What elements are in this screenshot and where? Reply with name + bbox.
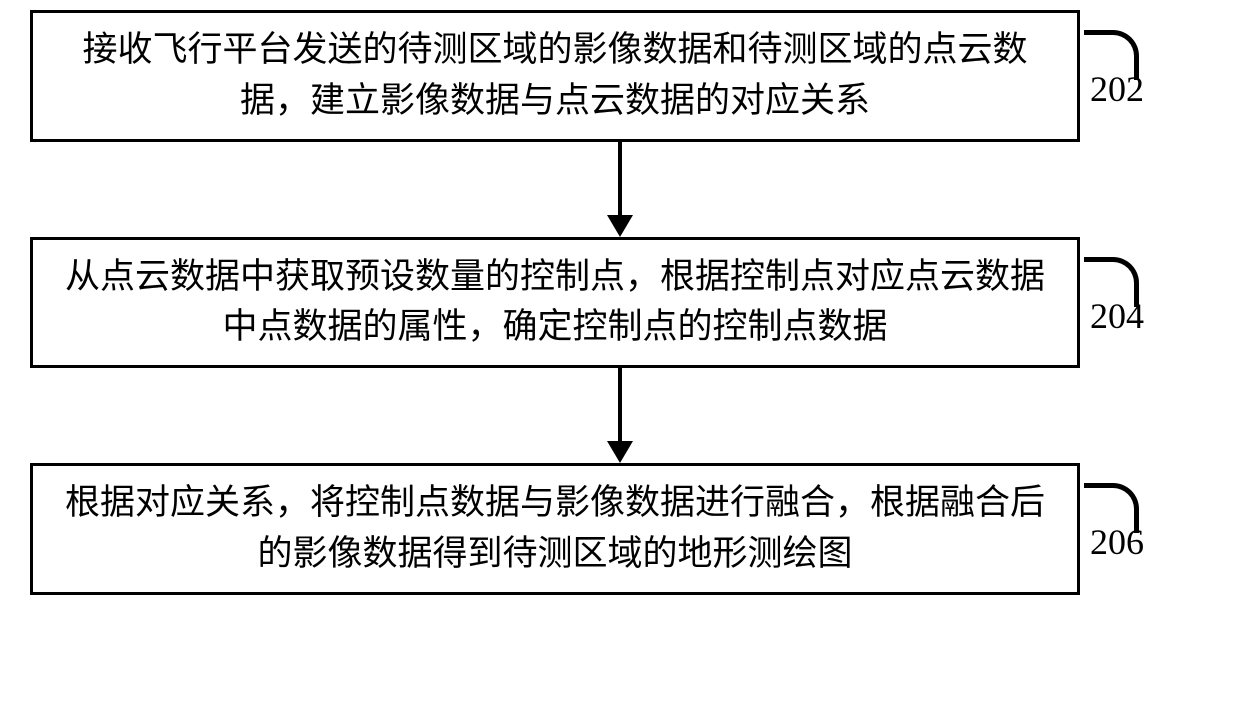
arrow-line	[618, 142, 622, 215]
step-row-204: 从点云数据中获取预设数量的控制点，根据控制点对应点云数据中点数据的属性，确定控制…	[30, 237, 1210, 369]
step-row-206: 根据对应关系，将控制点数据与影像数据进行融合，根据融合后的影像数据得到待测区域的…	[30, 463, 1210, 595]
step-box-202: 接收飞行平台发送的待测区域的影像数据和待测区域的点云数据，建立影像数据与点云数据…	[30, 10, 1080, 142]
step-text-204: 从点云数据中获取预设数量的控制点，根据控制点对应点云数据中点数据的属性，确定控制…	[53, 252, 1057, 354]
step-box-206: 根据对应关系，将控制点数据与影像数据进行融合，根据融合后的影像数据得到待测区域的…	[30, 463, 1080, 595]
step-text-206: 根据对应关系，将控制点数据与影像数据进行融合，根据融合后的影像数据得到待测区域的…	[53, 478, 1057, 580]
arrow-head-icon	[607, 441, 633, 463]
step-box-204: 从点云数据中获取预设数量的控制点，根据控制点对应点云数据中点数据的属性，确定控制…	[30, 237, 1080, 369]
step-label-206: 206	[1090, 521, 1144, 563]
arrow-head-icon	[607, 215, 633, 237]
label-connector-202: 202	[1084, 30, 1144, 110]
step-text-202: 接收飞行平台发送的待测区域的影像数据和待测区域的点云数据，建立影像数据与点云数据…	[53, 25, 1057, 127]
step-row-202: 接收飞行平台发送的待测区域的影像数据和待测区域的点云数据，建立影像数据与点云数据…	[30, 10, 1210, 142]
arrow-202-204	[95, 142, 1145, 237]
arrow-line	[618, 368, 622, 441]
label-connector-204: 204	[1084, 257, 1144, 337]
flowchart-container: 接收飞行平台发送的待测区域的影像数据和待测区域的点云数据，建立影像数据与点云数据…	[30, 10, 1210, 595]
step-label-202: 202	[1090, 68, 1144, 110]
arrow-204-206	[95, 368, 1145, 463]
step-label-204: 204	[1090, 295, 1144, 337]
label-connector-206: 206	[1084, 483, 1144, 563]
